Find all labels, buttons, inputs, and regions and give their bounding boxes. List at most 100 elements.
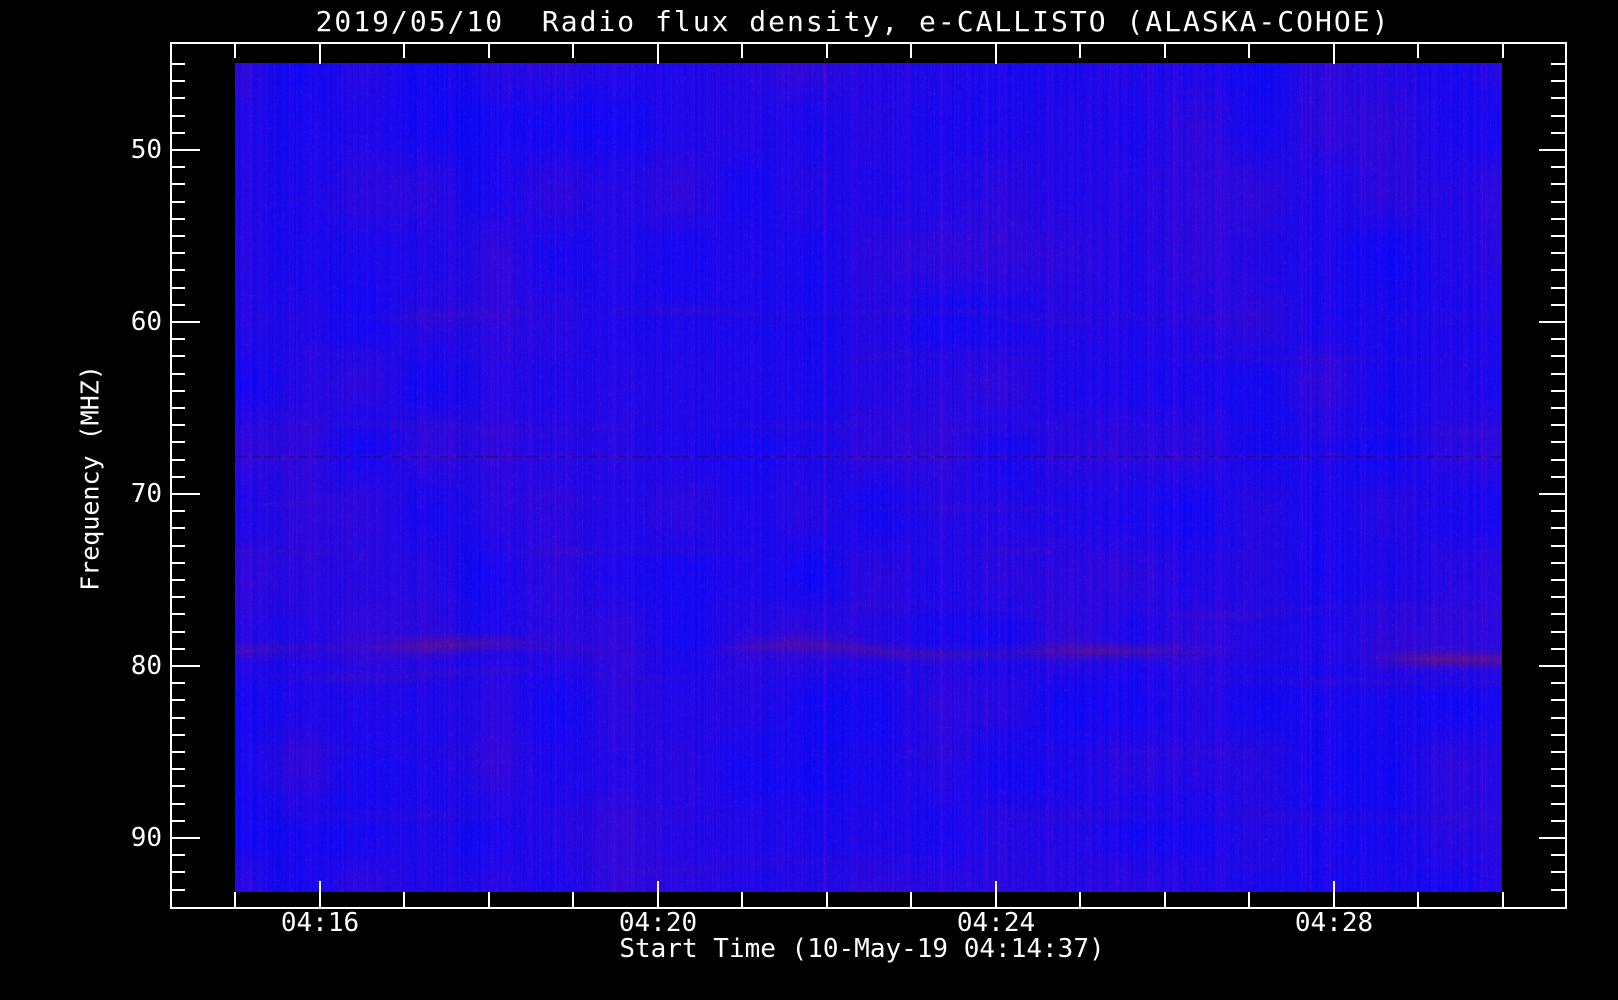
axis-tick (172, 218, 185, 220)
axis-tick (172, 613, 185, 615)
plot-frame (170, 42, 1567, 909)
axis-tick (1551, 803, 1565, 805)
x-tick-label: 04:24 (956, 908, 1036, 938)
axis-tick (172, 338, 185, 340)
axis-tick (172, 545, 185, 547)
y-tick-label: 60 (130, 307, 162, 337)
axis-tick (172, 235, 185, 237)
axis-tick (1551, 631, 1565, 633)
axis-tick (172, 424, 185, 426)
axis-tick (172, 252, 185, 254)
axis-tick (1551, 218, 1565, 220)
axis-tick (1551, 699, 1565, 701)
axis-tick (1551, 717, 1565, 719)
axis-tick (172, 115, 185, 117)
axis-tick (1551, 820, 1565, 822)
axis-tick (910, 892, 912, 907)
axis-tick (657, 44, 659, 64)
axis-tick (1551, 545, 1565, 547)
axis-tick (1551, 785, 1565, 787)
x-tick-label: 04:20 (618, 908, 698, 938)
axis-tick (172, 510, 185, 512)
axis-tick (1551, 648, 1565, 650)
axis-tick (1248, 892, 1250, 907)
axis-tick (1551, 390, 1565, 392)
axis-tick (172, 785, 185, 787)
axis-tick (172, 562, 185, 564)
axis-tick (172, 579, 185, 581)
axis-tick (1551, 476, 1565, 478)
axis-tick (1417, 892, 1419, 907)
axis-tick (1551, 338, 1565, 340)
axis-tick (1551, 441, 1565, 443)
axis-tick (1551, 287, 1565, 289)
axis-tick (1551, 596, 1565, 598)
axis-tick (172, 751, 185, 753)
axis-tick (172, 63, 185, 65)
axis-tick (1551, 889, 1565, 891)
axis-tick (1539, 493, 1565, 495)
y-tick-label: 70 (130, 479, 162, 509)
axis-tick (1551, 132, 1565, 134)
axis-tick (234, 44, 236, 58)
axis-tick (172, 889, 185, 891)
axis-tick (741, 892, 743, 907)
axis-tick (657, 881, 659, 907)
axis-tick (995, 881, 997, 907)
axis-tick (1551, 751, 1565, 753)
axis-tick (1551, 579, 1565, 581)
axis-tick (1551, 562, 1565, 564)
axis-tick (1551, 355, 1565, 357)
axis-tick (1164, 892, 1166, 907)
x-tick-label: 04:16 (280, 908, 360, 938)
axis-tick (1551, 407, 1565, 409)
axis-tick (1551, 854, 1565, 856)
axis-tick (1539, 149, 1565, 151)
axis-tick (172, 734, 185, 736)
axis-tick (172, 269, 185, 271)
axis-tick (172, 854, 185, 856)
x-tick-label: 04:28 (1294, 908, 1374, 938)
axis-tick (488, 44, 490, 58)
spectrogram-canvas (235, 63, 1502, 892)
axis-tick (1164, 44, 1166, 58)
axis-tick (172, 304, 185, 306)
axis-tick (172, 682, 185, 684)
axis-tick (1551, 613, 1565, 615)
axis-tick (826, 44, 828, 58)
axis-tick (172, 201, 185, 203)
axis-tick (1551, 373, 1565, 375)
axis-tick (1248, 44, 1250, 58)
axis-tick (172, 287, 185, 289)
axis-tick (1551, 235, 1565, 237)
axis-tick (1539, 665, 1565, 667)
axis-tick (403, 44, 405, 58)
axis-tick (1551, 115, 1565, 117)
axis-tick (172, 527, 185, 529)
axis-tick (403, 892, 405, 907)
axis-tick (488, 892, 490, 907)
axis-tick (1551, 252, 1565, 254)
y-tick-label: 90 (130, 823, 162, 853)
axis-tick (172, 80, 185, 82)
axis-tick (1551, 63, 1565, 65)
axis-tick (172, 631, 185, 633)
axis-tick (172, 871, 185, 873)
chart-title: 2019/05/10 Radio flux density, e-CALLIST… (315, 5, 1391, 38)
axis-tick (1551, 424, 1565, 426)
axis-tick (1551, 166, 1565, 168)
axis-tick (1551, 201, 1565, 203)
axis-tick (1551, 269, 1565, 271)
x-axis-title: Start Time (10-May-19 04:14:37) (619, 934, 1105, 964)
axis-tick (172, 321, 200, 323)
axis-tick (741, 44, 743, 58)
axis-tick (1539, 321, 1565, 323)
axis-tick (172, 132, 185, 134)
axis-tick (1551, 768, 1565, 770)
axis-tick (1551, 97, 1565, 99)
axis-tick (995, 44, 997, 64)
axis-tick (1551, 80, 1565, 82)
y-tick-label: 80 (130, 651, 162, 681)
